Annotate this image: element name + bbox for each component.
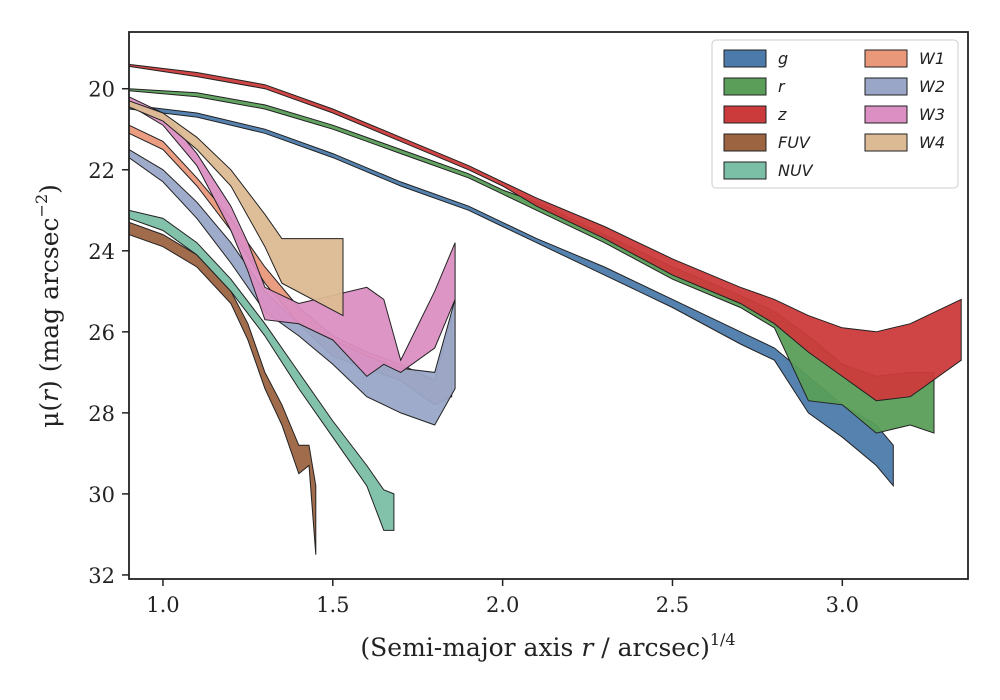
- legend-label-r: r: [778, 77, 786, 96]
- legend-label-g: g: [778, 49, 788, 68]
- x-tick-label: 1.5: [316, 593, 349, 617]
- plot-frame: [128, 31, 969, 580]
- y-axis-title: μ(r) (mag arcsec−2): [32, 184, 64, 428]
- legend-swatch-nuv: [723, 161, 767, 180]
- legend-swatch-w3: [864, 105, 908, 124]
- y-tick-label: 32: [88, 564, 115, 588]
- x-tick-label: 1.0: [146, 593, 179, 617]
- legend-label-fuv: FUV: [778, 133, 811, 152]
- legend-swatch-w2: [864, 77, 908, 96]
- band-nuv: [129, 209, 395, 531]
- band-fuv: [129, 221, 317, 555]
- x-tick-label: 2.0: [486, 593, 519, 617]
- band-w3: [129, 96, 456, 378]
- legend-swatch-r: [723, 77, 767, 96]
- legend: grz FUV NUV W1 W2 W3 W4: [711, 39, 959, 189]
- legend-swatch-w1: [864, 49, 908, 68]
- band-w1: [129, 124, 453, 406]
- band-z: [129, 63, 962, 402]
- y-tick-label: 30: [88, 483, 115, 507]
- x-tick-label: 3.0: [826, 593, 859, 617]
- legend-swatch-g: [723, 49, 767, 68]
- x-axis-title: (Semi-major axis r / arcsec)1/4: [360, 630, 735, 662]
- y-axis: 20 22 24 26 28 30 32: [88, 78, 129, 588]
- legend-label-nuv: NUV: [778, 161, 814, 180]
- y-tick-label: 28: [88, 402, 115, 426]
- legend-label-z: z: [777, 105, 787, 124]
- legend-swatch-fuv: [723, 133, 767, 152]
- y-tick-label: 26: [88, 321, 115, 345]
- band-r: [129, 88, 935, 434]
- legend-label-w2: W2: [919, 77, 945, 96]
- x-tick-label: 2.5: [656, 593, 689, 617]
- y-tick-label: 20: [88, 78, 115, 102]
- legend-label-w3: W3: [919, 105, 945, 124]
- band-w4: [129, 100, 344, 317]
- band-g: [129, 104, 894, 488]
- legend-label-w1: W1: [919, 49, 945, 68]
- legend-swatch-z: [723, 105, 767, 124]
- band-layer: [129, 63, 962, 555]
- legend-label-w4: W4: [919, 133, 945, 152]
- x-axis: 1.0 1.5 2.0 2.5 3.0: [146, 579, 859, 617]
- legend-swatch-w4: [864, 133, 908, 152]
- y-tick-label: 24: [88, 240, 115, 264]
- y-tick-label: 22: [88, 159, 115, 183]
